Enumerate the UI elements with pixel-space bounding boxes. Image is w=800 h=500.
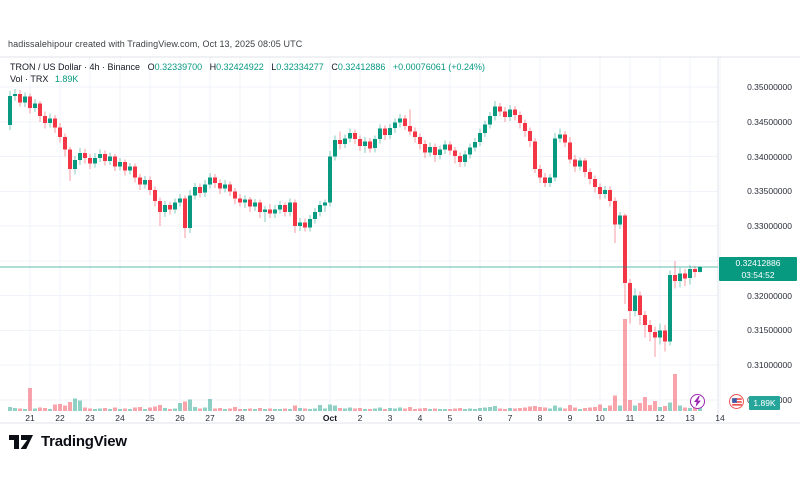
change-value: +0.00076061 (+0.24%) — [392, 62, 485, 72]
time-tick-label: 3 — [387, 413, 393, 423]
symbol-title[interactable]: TRON / US Dollar · 4h · Binance — [10, 62, 141, 72]
volume-axis-label: 1.89K — [749, 396, 780, 410]
price-tick-label: 0.32000000 — [747, 291, 792, 301]
time-tick-label: 28 — [235, 413, 245, 423]
time-tick-label: Oct — [322, 413, 338, 423]
watermark-attribution: hadissalehipour created with TradingView… — [8, 39, 303, 49]
time-tick-label: 6 — [477, 413, 483, 423]
close-value: 0.32412886 — [337, 62, 386, 72]
volume-indicator-value: 1.89K — [54, 74, 79, 84]
time-tick-label: 8 — [537, 413, 543, 423]
price-tick-label: 0.33000000 — [747, 221, 792, 231]
close-label: C — [331, 62, 338, 72]
time-tick-label: 4 — [417, 413, 423, 423]
price-tick-label: 0.31000000 — [747, 360, 792, 370]
current-price-value: 0.32412886 — [735, 258, 781, 268]
symbol-legend: TRON / US Dollar · 4h · Binance O0.32339… — [10, 61, 485, 85]
legend-row-volume[interactable]: Vol · TRX 1.89K — [10, 73, 485, 85]
legend-row-main[interactable]: TRON / US Dollar · 4h · Binance O0.32339… — [10, 61, 485, 73]
time-tick-label: 25 — [145, 413, 155, 423]
time-tick-label: 26 — [175, 413, 185, 423]
time-tick-label: 13 — [685, 413, 695, 423]
countdown-timer: 03:54:52 — [741, 270, 775, 280]
time-tick-label: 24 — [115, 413, 125, 423]
time-tick-label: 21 — [25, 413, 35, 423]
open-label: O — [147, 62, 155, 72]
time-tick-label: 5 — [447, 413, 453, 423]
high-value: 0.32424922 — [216, 62, 264, 72]
price-tick-label: 0.33500000 — [747, 186, 792, 196]
time-tick-label: 22 — [55, 413, 65, 423]
brand-text: TradingView — [41, 433, 127, 450]
low-label: L — [271, 62, 277, 72]
low-value: 0.32334277 — [276, 62, 324, 72]
time-tick-label: 9 — [567, 413, 573, 423]
price-tick-label: 0.34500000 — [747, 117, 792, 127]
time-tick-label: 11 — [625, 413, 635, 423]
tradingview-brand[interactable]: TradingView — [8, 433, 127, 450]
open-value: 0.32339700 — [154, 62, 203, 72]
time-tick-label: 30 — [295, 413, 305, 423]
time-tick-label: 2 — [357, 413, 363, 423]
time-tick-label: 23 — [85, 413, 95, 423]
high-label: H — [209, 62, 217, 72]
lightning-bolt-glyph — [694, 396, 701, 407]
time-tick-label: 12 — [655, 413, 665, 423]
time-tick-label: 14 — [715, 413, 725, 423]
current-price-label[interactable]: 0.32412886 03:54:52 — [719, 257, 797, 281]
time-tick-label: 7 — [507, 413, 513, 423]
time-tick-label: 27 — [205, 413, 215, 423]
price-tick-label: 0.34000000 — [747, 152, 792, 162]
flag-glyph — [731, 397, 742, 406]
volume-indicator-label: Vol · TRX — [10, 74, 49, 84]
time-tick-label: 10 — [595, 413, 605, 423]
tradingview-logo-icon — [9, 434, 33, 449]
time-tick-label: 29 — [265, 413, 275, 423]
price-tick-label: 0.35000000 — [747, 82, 792, 92]
lightning-icon[interactable] — [690, 394, 705, 409]
flag-event-icon[interactable] — [729, 394, 744, 409]
price-tick-label: 0.31500000 — [747, 325, 792, 335]
